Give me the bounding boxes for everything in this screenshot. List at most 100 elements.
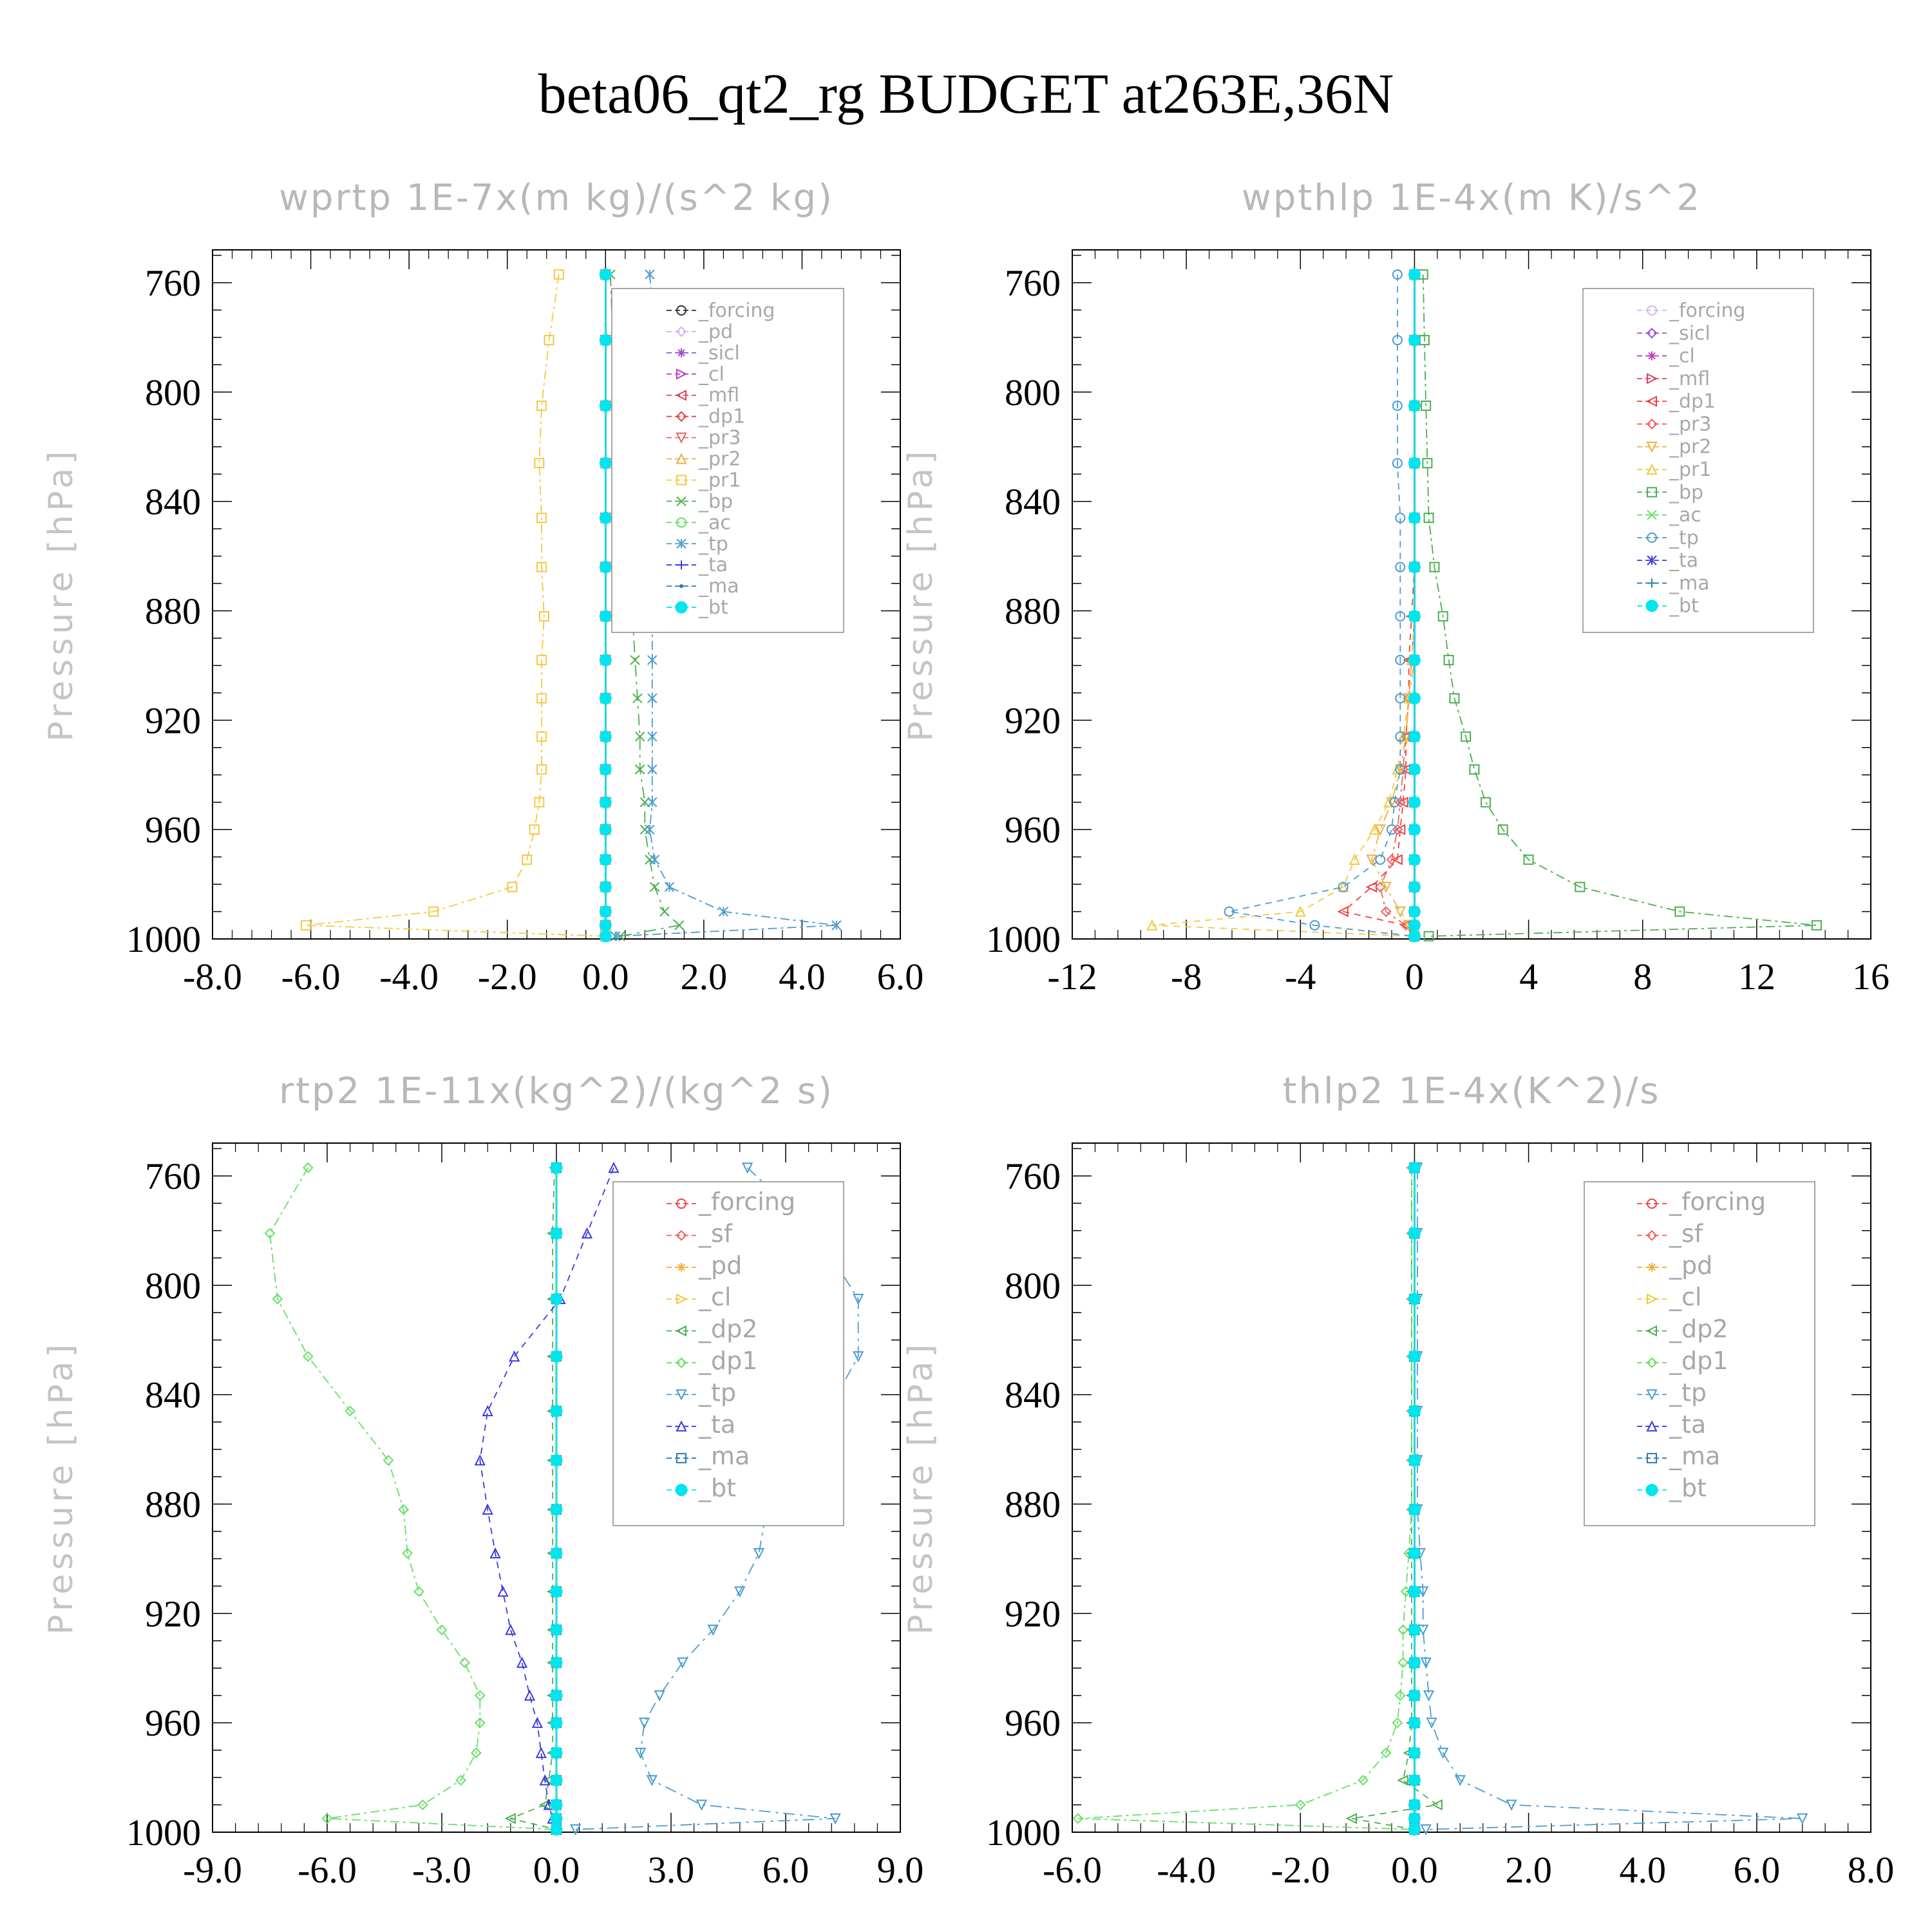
legend-marker <box>1647 487 1657 498</box>
legend-item: _cl <box>667 363 724 386</box>
series-line <box>1379 274 1416 937</box>
y-tick-label: 1000 <box>126 1812 201 1853</box>
data-point <box>608 1161 620 1173</box>
data-point <box>1408 1503 1421 1516</box>
data-point <box>417 1799 428 1810</box>
data-point <box>1408 1656 1421 1669</box>
series-bp <box>1417 269 1822 942</box>
x-tick-label: -3.0 <box>412 1849 471 1891</box>
data-point <box>1397 1624 1409 1636</box>
data-point <box>536 731 547 742</box>
data-point <box>1408 1161 1421 1174</box>
data-point <box>581 1227 593 1239</box>
panel-title: wpthlp 1E-4x(m K)/s^2 <box>1242 177 1701 219</box>
legend-label: _bt <box>1669 1474 1707 1502</box>
data-point <box>550 1823 563 1836</box>
data-point <box>647 732 658 742</box>
data-point <box>272 1293 283 1305</box>
data-point <box>1497 824 1508 835</box>
data-point <box>1461 731 1472 742</box>
data-point <box>474 1717 486 1728</box>
data-point <box>1408 457 1421 469</box>
plot-frame <box>212 249 901 940</box>
data-point <box>1408 1350 1421 1363</box>
data-point <box>638 1718 650 1729</box>
x-tick-label: -8 <box>1171 956 1202 998</box>
legend-label: _bt <box>698 1474 736 1502</box>
legend-marker <box>1647 1198 1657 1209</box>
data-point <box>1408 1716 1421 1729</box>
data-point <box>645 269 655 279</box>
data-point <box>1294 1799 1306 1810</box>
data-point <box>345 1405 356 1417</box>
data-point <box>599 268 612 281</box>
legend-marker <box>1647 509 1657 520</box>
legend-label: _ma <box>698 1442 750 1470</box>
data-point <box>482 1503 493 1515</box>
data-point <box>553 269 564 280</box>
series-line <box>1422 274 1817 937</box>
data-point <box>550 1293 563 1305</box>
legend-item: _sf <box>1637 1219 1704 1247</box>
data-point <box>599 561 612 574</box>
data-point <box>570 1824 582 1835</box>
data-point <box>1395 611 1406 621</box>
data-point <box>853 1351 864 1363</box>
data-point <box>1395 693 1406 704</box>
data-point <box>1417 1586 1429 1598</box>
data-point <box>664 882 675 893</box>
legend-item: _forcing <box>667 1188 795 1216</box>
legend-item: _dp2 <box>1637 1315 1728 1343</box>
data-point <box>1400 731 1412 743</box>
data-point <box>1431 1799 1443 1811</box>
data-point <box>829 1813 841 1825</box>
data-point <box>524 1689 536 1701</box>
legend-marker <box>1645 1484 1658 1497</box>
data-point <box>522 854 533 865</box>
legend-label: _bp <box>698 490 733 513</box>
y-tick-label: 920 <box>145 699 201 741</box>
x-tick-label: 0.0 <box>533 1849 580 1891</box>
legend-marker <box>1646 463 1658 475</box>
data-point <box>599 880 612 893</box>
legend-item: _pr2 <box>667 448 741 471</box>
data-point <box>1358 1774 1369 1786</box>
data-point <box>1387 824 1397 835</box>
legend-marker <box>1646 441 1658 453</box>
legend-marker <box>1647 555 1657 565</box>
legend-label: _dp1 <box>1669 390 1716 413</box>
data-point <box>550 1350 563 1363</box>
data-point <box>1408 1293 1421 1305</box>
legend-item: _ta <box>667 1410 735 1439</box>
x-tick-label: 4 <box>1519 956 1538 998</box>
legend-marker <box>1647 532 1657 543</box>
y-axis-label: Pressure [hPa] <box>902 1341 940 1635</box>
series-line <box>269 1167 557 1830</box>
y-tick-label: 760 <box>145 1155 201 1197</box>
data-point <box>599 692 612 705</box>
data-point <box>599 853 612 866</box>
legend-label: _ac <box>698 511 731 534</box>
legend-marker <box>676 1420 687 1432</box>
y-tick-label: 760 <box>1005 1155 1061 1197</box>
data-point <box>550 1503 563 1516</box>
series-pr2 <box>1366 269 1421 942</box>
legend-label: _cl <box>698 1283 731 1311</box>
data-point <box>544 335 554 346</box>
legend-label: _forcing <box>698 299 775 322</box>
data-point <box>1575 882 1586 893</box>
legend-item: _mfl <box>1637 368 1710 390</box>
series-dp2 <box>504 1162 562 1835</box>
x-tick-label: -2.0 <box>478 956 537 998</box>
data-point <box>1386 854 1397 866</box>
data-point <box>659 906 670 917</box>
data-point <box>1469 764 1480 775</box>
series-line <box>479 1167 614 1830</box>
data-point <box>535 1747 547 1758</box>
y-tick-label: 1000 <box>126 918 201 960</box>
data-point <box>1374 824 1386 836</box>
legend-marker <box>1645 600 1658 612</box>
data-point <box>1395 513 1406 524</box>
legend-marker <box>676 496 687 507</box>
data-point <box>1408 1689 1421 1702</box>
